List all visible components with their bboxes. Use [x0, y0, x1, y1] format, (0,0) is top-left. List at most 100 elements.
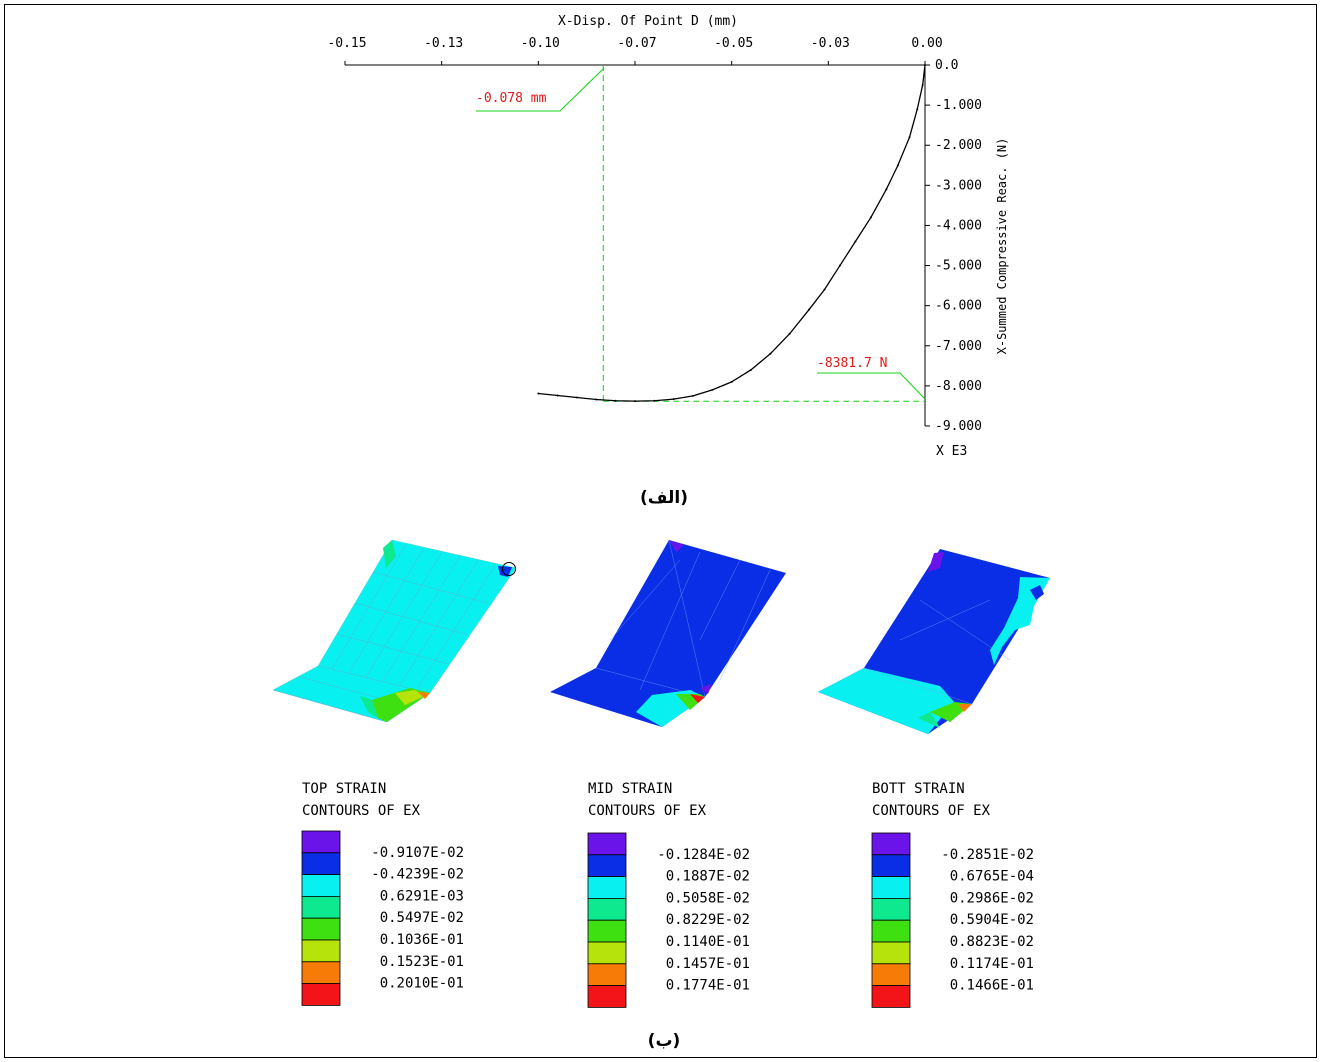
series-line	[538, 64, 926, 402]
annotation-peak-displacement: -0.078 mm	[476, 91, 547, 106]
legend-title: MID STRAIN	[588, 781, 672, 797]
caption-a: (الف)	[640, 488, 688, 508]
legend-swatch	[301, 830, 341, 854]
legend-title: TOP STRAIN	[302, 781, 386, 797]
x-tick-label: 0.00	[911, 36, 942, 51]
legend-swatch	[587, 963, 627, 986]
figure-frame	[4, 4, 1317, 1058]
legend-swatch	[301, 917, 341, 941]
plate-bott-strain	[818, 549, 1050, 734]
data-point	[730, 380, 733, 383]
legend-subtitle: CONTOURS OF EX	[872, 803, 991, 819]
y-tick-label: -7.000	[935, 339, 982, 354]
data-point	[885, 188, 888, 191]
caption-b: (ب)	[648, 1031, 681, 1051]
data-point	[854, 240, 857, 243]
y-tick-label: 0.0	[935, 58, 958, 73]
data-point	[896, 164, 899, 167]
legend-value: 0.1140E-01	[666, 934, 750, 950]
x-tick-label: -0.15	[327, 36, 366, 51]
legend-swatch	[587, 876, 627, 899]
contour-legends: TOP STRAIN CONTOURS OF EX -0.9107E-02 -0.42…	[301, 781, 1034, 1008]
guide-lines	[602, 65, 925, 402]
legend-swatch	[871, 919, 911, 943]
legend-swatch	[587, 854, 627, 877]
legend-swatch	[301, 983, 341, 1006]
plate-mid-strain	[550, 539, 786, 727]
legend-swatch	[871, 898, 911, 921]
legend-value: 0.2010E-01	[380, 976, 464, 992]
legend-swatch	[301, 852, 341, 875]
data-point	[916, 108, 919, 111]
legend-swatch	[871, 854, 911, 877]
y-tick-label: -1.000	[935, 98, 982, 113]
data-point	[614, 399, 617, 402]
data-point	[769, 352, 772, 355]
legend-value: 0.1036E-01	[380, 932, 464, 948]
data-point	[556, 394, 559, 397]
legend-1: MID STRAIN CONTOURS OF EX -0.1284E-02 0.188…	[587, 781, 750, 1008]
data-point	[750, 368, 752, 371]
data-point	[788, 332, 791, 335]
data-point	[823, 288, 826, 291]
x-tick-label: -0.10	[521, 36, 560, 51]
legend-title: BOTT STRAIN	[872, 781, 965, 797]
legend-value: 0.1174E-01	[950, 956, 1034, 972]
legend-swatch	[587, 898, 627, 921]
data-point	[921, 84, 924, 87]
data-point	[634, 400, 636, 403]
data-point	[838, 264, 841, 267]
legend-value: 0.5904E-02	[950, 912, 1034, 928]
legend-swatch	[871, 832, 911, 856]
legend-subtitle: CONTOURS OF EX	[588, 803, 707, 819]
y-tick-label: -4.000	[935, 218, 982, 233]
legend-value: -0.1284E-02	[657, 847, 750, 863]
y-tick-label: -2.000	[935, 138, 982, 153]
data-point	[869, 216, 872, 219]
displacement-reaction-chart: X-Disp. Of Point D (mm) -0.15 -0.13 -0.10-…	[327, 14, 1009, 459]
data-point	[908, 136, 911, 139]
legend-value: 0.1774E-01	[666, 978, 750, 994]
annotation-peak-force: -8381.7 N	[817, 356, 887, 371]
legend-swatch	[871, 876, 911, 899]
legend-value: 0.1457E-01	[666, 956, 750, 972]
legend-swatch	[871, 941, 911, 965]
data-point	[711, 388, 714, 391]
legend-swatch	[301, 896, 341, 919]
legend-value: -0.2851E-02	[941, 847, 1034, 863]
y-multiplier: X E3	[936, 444, 967, 459]
x-tick-label: -0.03	[811, 36, 850, 51]
data-point	[808, 308, 810, 311]
legend-0: TOP STRAIN CONTOURS OF EX -0.9107E-02 -0.42…	[301, 781, 464, 1006]
legend-value: 0.5058E-02	[666, 890, 750, 906]
y-tick-label: -6.000	[935, 299, 982, 314]
x-axis-title: X-Disp. Of Point D (mm)	[558, 14, 738, 29]
data-point	[537, 392, 540, 395]
x-tick-label: -0.07	[617, 36, 656, 51]
legend-swatch	[301, 939, 341, 963]
legend-swatch	[871, 963, 911, 986]
legend-value: 0.2986E-02	[950, 890, 1034, 906]
x-tick-label: -0.13	[424, 36, 463, 51]
x-tick-label: -0.05	[714, 36, 753, 51]
legend-value: 0.8823E-02	[950, 934, 1034, 950]
y-ticks: 0.0 -1.000 -2.000 -3.000 -4.000 -5.000 -6.000 -…	[925, 58, 982, 434]
legend-value: -0.4239E-02	[371, 867, 464, 883]
series-points	[537, 64, 926, 403]
legend-2: BOTT STRAIN CONTOURS OF EX -0.2851E-02 0.67…	[871, 781, 1034, 1008]
data-point	[672, 398, 675, 401]
legend-swatch	[301, 961, 341, 984]
data-point	[576, 396, 578, 399]
annotation-leader-force	[817, 372, 926, 400]
y-tick-label: -3.000	[935, 178, 982, 193]
legend-swatch	[587, 832, 627, 856]
legend-value: 0.6291E-03	[380, 888, 464, 904]
legend-value: 0.8229E-02	[666, 912, 750, 928]
legend-value: 0.6765E-04	[950, 869, 1034, 885]
y-axis-title: X-Summed Compressive Reac. (N)	[995, 138, 1009, 355]
y-tick-label: -9.000	[935, 419, 982, 434]
data-point	[595, 398, 598, 401]
y-tick-label: -5.000	[935, 259, 982, 274]
data-point	[924, 64, 926, 66]
x-ticks: -0.15 -0.13 -0.10 -0.07 -0.05 -0.03 0.00	[327, 36, 943, 65]
